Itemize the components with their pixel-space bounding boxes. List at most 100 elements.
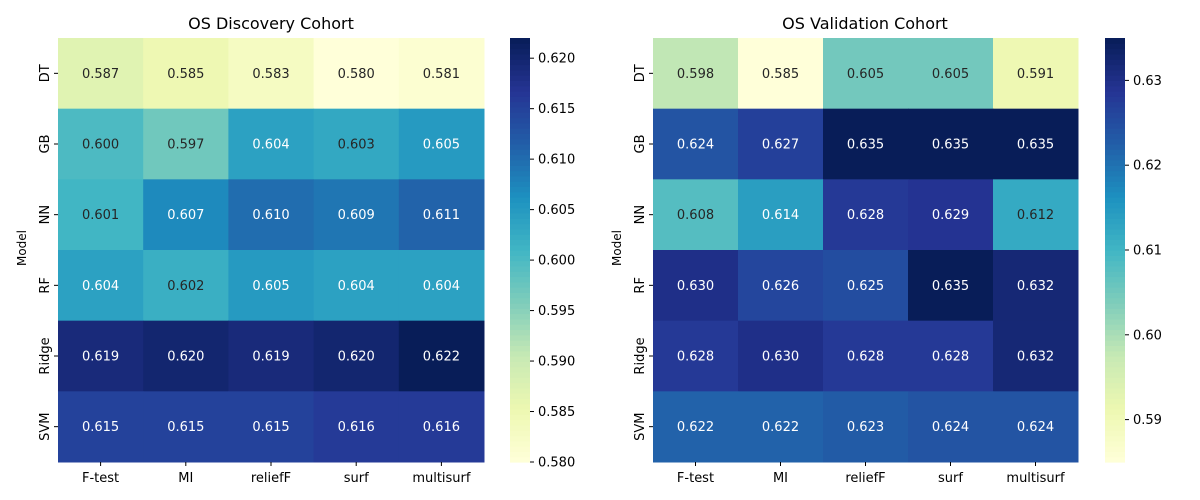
validation-colorbar-segment	[1105, 313, 1125, 320]
validation-cell	[908, 38, 994, 110]
discovery-cell-label: 0.620	[338, 350, 375, 365]
discovery-colorbar-segment	[510, 181, 530, 187]
discovery-colorbar-segment	[510, 223, 530, 230]
discovery-title: OS Discovery Cohort	[188, 14, 354, 33]
discovery-colorbar-segment	[510, 170, 530, 177]
validation-colorbar-segment	[1105, 154, 1125, 161]
validation-colorbar-segment	[1105, 165, 1125, 172]
discovery-colorbar-tick-label: 0.600	[538, 254, 575, 269]
discovery-colorbar-tick-label: 0.590	[538, 355, 575, 370]
validation-colorbar-segment	[1105, 69, 1125, 76]
discovery-colorbar-segment	[510, 239, 530, 246]
validation-cells	[653, 38, 1079, 463]
validation-colorbar-segment	[1105, 186, 1125, 193]
validation-colorbar-segment	[1105, 170, 1125, 177]
validation-colorbar-segment	[1105, 371, 1125, 378]
discovery-colorbar-segment	[510, 53, 530, 60]
discovery-cell-label: 0.583	[252, 67, 289, 82]
validation-x-tick-label: MI	[773, 471, 788, 486]
validation-colorbar-tick-label: 0.61	[1133, 244, 1162, 259]
validation-colorbar-segment	[1105, 181, 1125, 187]
discovery-cell-label: 0.619	[82, 350, 119, 365]
discovery-cell-label: 0.581	[423, 67, 460, 82]
discovery-colorbar-segment	[510, 128, 530, 134]
validation-colorbar-segment	[1105, 271, 1125, 278]
discovery-colorbar-segment	[510, 419, 530, 426]
validation-colorbar-segment	[1105, 345, 1125, 352]
discovery-colorbar-segment	[510, 59, 530, 66]
validation-colorbar: 0.59 0.60 0.61 0.62 0.63	[1105, 38, 1162, 463]
validation-colorbar-segment	[1105, 387, 1125, 394]
discovery-cell	[313, 108, 400, 180]
validation-colorbar-segment	[1105, 106, 1125, 113]
discovery-cell	[398, 391, 485, 463]
discovery-y-ticks: DT GB NN RF Ridge SVM	[38, 64, 58, 441]
discovery-colorbar-segment	[510, 440, 530, 447]
validation-colorbar-segment	[1105, 149, 1125, 156]
validation-y-tick-label: RF	[633, 277, 648, 294]
validation-colorbar-segment	[1105, 435, 1125, 442]
discovery-colorbar-segment	[510, 207, 530, 214]
validation-colorbar-segment	[1105, 64, 1125, 71]
discovery-cell-label: 0.580	[338, 67, 375, 82]
discovery-x-ticks: F-test MI reliefF surf multisurf	[82, 462, 471, 486]
discovery-colorbar-tick-label: 0.605	[538, 203, 575, 218]
discovery-cell-label: 0.587	[82, 67, 119, 82]
validation-cell	[993, 391, 1079, 463]
discovery-cell-label: 0.619	[252, 350, 289, 365]
discovery-cell	[228, 320, 315, 392]
discovery-colorbar-segment	[510, 340, 530, 346]
validation-cell	[653, 108, 739, 180]
discovery-colorbar-segment	[510, 435, 530, 442]
validation-colorbar-segment	[1105, 112, 1125, 119]
discovery-cell-label: 0.602	[167, 279, 204, 294]
validation-cell-label: 0.632	[1017, 350, 1054, 365]
discovery-colorbar: 0.580 0.585 0.590 0.595 0.600 0.605 0.610 0.615…	[510, 38, 575, 471]
validation-colorbar-segment	[1105, 393, 1125, 399]
validation-colorbar-segment	[1105, 228, 1125, 235]
discovery-cell-label: 0.601	[82, 208, 119, 223]
discovery-cell-label: 0.603	[338, 138, 375, 153]
validation-colorbar-segment	[1105, 85, 1125, 92]
validation-colorbar-segment	[1105, 48, 1125, 55]
validation-colorbar-segment	[1105, 138, 1125, 145]
discovery-colorbar-segment	[510, 64, 530, 71]
validation-colorbar-segment	[1105, 265, 1125, 272]
discovery-colorbar-segment	[510, 398, 530, 405]
validation-colorbar-segment	[1105, 175, 1125, 182]
discovery-colorbar-segment	[510, 75, 530, 81]
validation-cell-label: 0.629	[932, 208, 969, 223]
validation-colorbar-segment	[1105, 456, 1125, 463]
validation-colorbar-segment	[1105, 276, 1125, 283]
validation-colorbar-segment	[1105, 446, 1125, 452]
discovery-colorbar-segment	[510, 371, 530, 378]
validation-cell-label: 0.605	[847, 67, 884, 82]
discovery-colorbar-segment	[510, 228, 530, 235]
discovery-colorbar-segment	[510, 403, 530, 410]
validation-x-tick-label: reliefF	[845, 471, 885, 486]
discovery-colorbar-segment	[510, 149, 530, 156]
validation-colorbar-segment	[1105, 308, 1125, 315]
validation-cell	[993, 320, 1079, 392]
discovery-colorbar-segment	[510, 361, 530, 368]
validation-cell-label: 0.628	[847, 208, 884, 223]
validation-colorbar-segment	[1105, 382, 1125, 389]
validation-cell	[993, 38, 1079, 110]
validation-cell	[653, 179, 739, 251]
discovery-colorbar-segment	[510, 244, 530, 251]
discovery-colorbar-segment	[510, 202, 530, 209]
validation-cell	[738, 179, 824, 251]
validation-cell-label: 0.632	[1017, 279, 1054, 294]
validation-colorbar-segment	[1105, 356, 1125, 362]
discovery-colorbar-segment	[510, 43, 530, 50]
discovery-colorbar-segment	[510, 154, 530, 161]
discovery-colorbar-segment	[510, 91, 530, 97]
validation-cell-label: 0.622	[762, 420, 799, 435]
validation-colorbar-segment	[1105, 297, 1125, 304]
validation-colorbar-segment	[1105, 451, 1125, 458]
validation-colorbar-segment	[1105, 75, 1125, 81]
discovery-colorbar-segment	[510, 101, 530, 108]
discovery-colorbar-segment	[510, 255, 530, 262]
validation-cell	[738, 108, 824, 180]
validation-cell-label: 0.630	[677, 279, 714, 294]
